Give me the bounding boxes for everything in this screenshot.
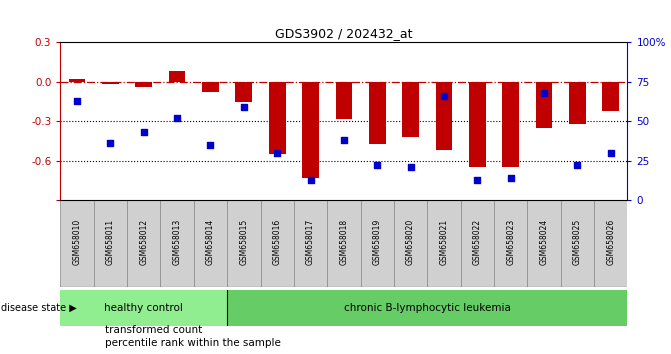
Bar — [561, 200, 594, 287]
Text: GSM658017: GSM658017 — [306, 218, 315, 265]
Bar — [336, 82, 352, 119]
Text: GSM658014: GSM658014 — [206, 218, 215, 265]
Bar — [594, 200, 627, 287]
Bar — [227, 290, 627, 326]
Point — [305, 177, 316, 182]
Text: chronic B-lymphocytic leukemia: chronic B-lymphocytic leukemia — [344, 303, 511, 313]
Bar — [494, 200, 527, 287]
Title: GDS3902 / 202432_at: GDS3902 / 202432_at — [275, 27, 413, 40]
Bar — [60, 290, 227, 326]
Bar — [460, 200, 494, 287]
Bar — [202, 82, 219, 92]
Text: GSM658016: GSM658016 — [272, 218, 282, 265]
Point — [238, 104, 249, 110]
Text: GSM658012: GSM658012 — [140, 218, 148, 265]
Bar — [236, 82, 252, 102]
Bar — [68, 79, 85, 82]
Point — [205, 142, 216, 148]
Bar — [503, 82, 519, 167]
Text: GSM658024: GSM658024 — [539, 218, 548, 265]
Bar — [527, 200, 561, 287]
Point — [72, 98, 83, 104]
Bar — [227, 200, 260, 287]
Bar — [136, 82, 152, 87]
Bar — [360, 200, 394, 287]
Text: GSM658025: GSM658025 — [573, 218, 582, 265]
Text: GSM658015: GSM658015 — [240, 218, 248, 265]
Bar — [435, 82, 452, 150]
Bar — [94, 200, 127, 287]
Point — [439, 93, 450, 99]
Text: GSM658013: GSM658013 — [172, 218, 182, 265]
Bar — [102, 82, 119, 85]
Text: healthy control: healthy control — [104, 303, 183, 313]
Text: GSM658026: GSM658026 — [606, 218, 615, 265]
Bar — [327, 200, 360, 287]
Text: disease state ▶: disease state ▶ — [1, 303, 77, 313]
Text: transformed count: transformed count — [105, 325, 202, 335]
Point — [572, 162, 582, 168]
Point — [272, 150, 282, 156]
Text: GSM658010: GSM658010 — [72, 218, 82, 265]
Point — [172, 115, 183, 121]
Bar — [260, 200, 294, 287]
Bar — [402, 82, 419, 137]
Text: GSM658020: GSM658020 — [406, 218, 415, 265]
Bar — [535, 82, 552, 128]
Bar — [60, 200, 94, 287]
Bar — [369, 82, 386, 144]
Text: GSM658011: GSM658011 — [106, 218, 115, 265]
Point — [505, 175, 516, 181]
Bar — [394, 200, 427, 287]
Text: GSM658018: GSM658018 — [340, 218, 348, 265]
Point — [138, 130, 149, 135]
Bar — [469, 82, 486, 167]
Bar — [127, 200, 160, 287]
Text: GSM658021: GSM658021 — [440, 218, 448, 265]
Bar — [427, 200, 460, 287]
Point — [472, 177, 482, 182]
Point — [539, 90, 550, 96]
Bar — [169, 72, 185, 82]
Point — [372, 162, 382, 168]
Point — [338, 137, 349, 143]
Bar — [269, 82, 286, 154]
Bar — [603, 82, 619, 111]
Text: GSM658022: GSM658022 — [473, 218, 482, 265]
Point — [605, 150, 616, 156]
Text: percentile rank within the sample: percentile rank within the sample — [105, 338, 280, 348]
Point — [405, 164, 416, 170]
Bar — [294, 200, 327, 287]
Bar — [302, 82, 319, 178]
Text: GSM658023: GSM658023 — [506, 218, 515, 265]
Bar — [194, 200, 227, 287]
Point — [105, 141, 116, 146]
Bar — [569, 82, 586, 124]
Text: GSM658019: GSM658019 — [372, 218, 382, 265]
Bar — [160, 200, 194, 287]
